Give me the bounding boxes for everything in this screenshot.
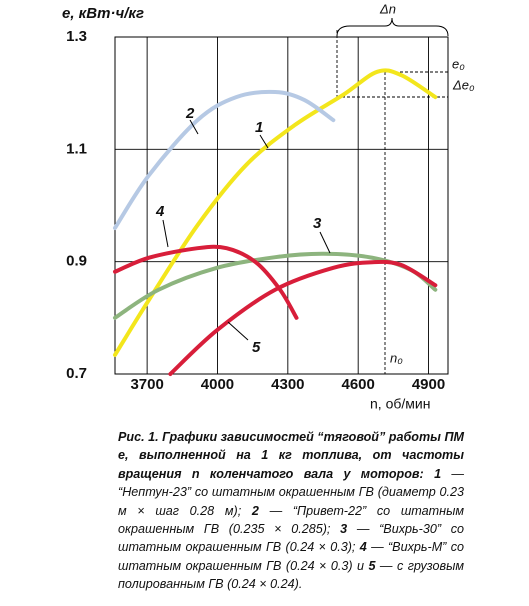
- x-tick-label: 3700: [130, 376, 163, 393]
- x-tick-label: 4000: [201, 376, 234, 393]
- annotation-lines: [336, 30, 448, 374]
- y-tick-label: 0.7: [66, 365, 87, 382]
- series-line: [168, 259, 438, 376]
- annotation: Δe₀: [452, 77, 475, 92]
- caption-title: Рис. 1. Графики зависимостей “тяговой” р…: [118, 430, 464, 481]
- delta-n-brace: [336, 17, 449, 37]
- x-axis-label: n, об/мин: [370, 396, 430, 412]
- series-line: [113, 244, 299, 320]
- curve-label: 1: [255, 119, 263, 136]
- item-text: — с грузовым полированным ГВ (0.24 × 0.2…: [118, 558, 464, 592]
- item-text: — “Привет-22” со штатным окрашенным ГВ (…: [118, 503, 464, 537]
- x-tick-label: 4900: [412, 376, 445, 393]
- curve-label: 2: [185, 105, 195, 122]
- item-number: 1: [434, 466, 442, 481]
- chart: 2 1 3 4 5 Δn e₀ Δe₀ n₀ e, кВт·ч/кг n, об…: [62, 1, 475, 412]
- curve-label: 5: [252, 339, 261, 356]
- item-text: — “Вихрь-30” со штатным окрашенным ГВ (0…: [118, 522, 465, 555]
- caption: Рис. 1. Графики зависимостей “тяговой” р…: [118, 428, 464, 594]
- series-line: [113, 68, 438, 357]
- item-number: 3: [340, 522, 348, 537]
- annotation: n₀: [390, 350, 403, 365]
- annotation: Δn: [379, 1, 396, 16]
- x-tick-label: 4300: [271, 376, 304, 393]
- y-tick-label: 0.9: [66, 253, 87, 270]
- annotation: e₀: [452, 56, 465, 71]
- item-number: 2: [251, 503, 259, 518]
- series-line: [113, 89, 336, 230]
- y-tick-label: 1.1: [66, 140, 87, 157]
- curve-label: 4: [155, 203, 165, 220]
- item-number: 4: [359, 540, 367, 555]
- item-text: — “Нептун-23” со штатным окрашенным ГВ (…: [118, 466, 465, 518]
- y-tick-label: 1.3: [66, 28, 87, 45]
- curve-label: 3: [313, 215, 322, 232]
- item-number: 5: [368, 558, 376, 573]
- leader-lines: [162, 119, 331, 341]
- item-text: — “Вихрь-М” со штатным окрашенным ГВ (0.…: [118, 540, 464, 573]
- plot-frame: [114, 36, 449, 375]
- x-tick-label: 4600: [341, 376, 374, 393]
- y-axis-label: e, кВт·ч/кг: [62, 5, 144, 22]
